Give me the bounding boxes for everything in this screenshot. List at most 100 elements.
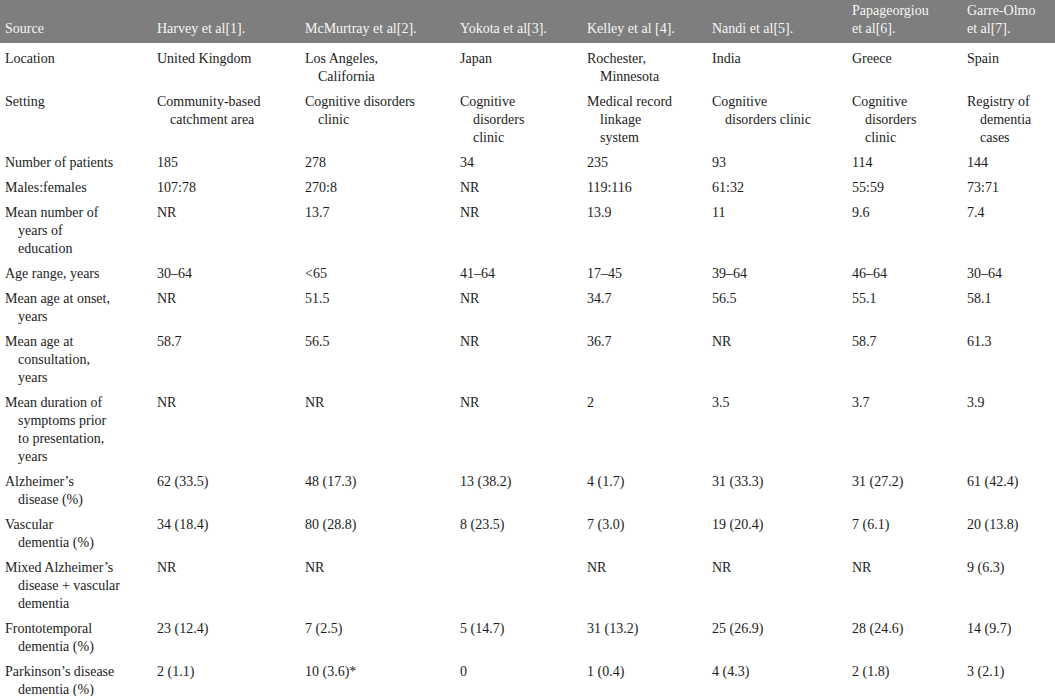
- table-cell: 2 (1.8): [847, 656, 962, 696]
- column-header-study: Papageorgiou et al[6].: [847, 0, 962, 43]
- table-cell: Cognitive disorders clinic: [300, 86, 455, 147]
- table-cell: NR: [152, 197, 300, 258]
- table-cell: NR: [455, 326, 582, 387]
- table-cell: 55.1: [847, 283, 962, 326]
- row-label: Age range, years: [0, 258, 152, 283]
- table-cell: 114: [847, 147, 962, 172]
- table-cell: Community-based catchment area: [152, 86, 300, 147]
- table-cell: 19 (20.4): [707, 509, 847, 552]
- table-cell: India: [707, 43, 847, 86]
- table-cell: 270:8: [300, 172, 455, 197]
- row-label: Mean age at onset, years: [0, 283, 152, 326]
- table-cell: 36.7: [582, 326, 707, 387]
- table-cell: 1 (0.4): [582, 656, 707, 696]
- table-cell: NR: [455, 283, 582, 326]
- table-cell: NR: [582, 552, 707, 613]
- table-cell: 56.5: [300, 326, 455, 387]
- table-cell: 31 (33.3): [707, 466, 847, 509]
- table-cell: 34: [455, 147, 582, 172]
- table-cell: 9.6: [847, 197, 962, 258]
- table-cell: 46–64: [847, 258, 962, 283]
- table-cell: NR: [707, 326, 847, 387]
- table-cell: 31 (27.2): [847, 466, 962, 509]
- column-header-source: Source: [0, 0, 152, 43]
- table-cell: NR: [300, 552, 455, 613]
- table-cell: 30–64: [152, 258, 300, 283]
- column-header-study: Harvey et al[1].: [152, 0, 300, 43]
- table-cell: NR: [152, 552, 300, 613]
- table-cell: 3.7: [847, 387, 962, 466]
- table-cell: 61 (42.4): [962, 466, 1055, 509]
- table-cell: NR: [152, 283, 300, 326]
- table-cell: 34 (18.4): [152, 509, 300, 552]
- table-cell: 23 (12.4): [152, 613, 300, 656]
- table-cell: Los Angeles, California: [300, 43, 455, 86]
- table-row: Mean duration of symptoms prior to prese…: [0, 387, 1055, 466]
- table-cell: 73:71: [962, 172, 1055, 197]
- row-label: Number of patients: [0, 147, 152, 172]
- table-cell: 11: [707, 197, 847, 258]
- table-cell: Cognitive disorders clinic: [455, 86, 582, 147]
- column-header-study: Garre-Olmo et al[7].: [962, 0, 1055, 43]
- table-cell: NR: [455, 387, 582, 466]
- row-label: Males:females: [0, 172, 152, 197]
- table-cell: 9 (6.3): [962, 552, 1055, 613]
- row-label: Vascular dementia (%): [0, 509, 152, 552]
- table-cell: 58.1: [962, 283, 1055, 326]
- table-cell: 8 (23.5): [455, 509, 582, 552]
- row-label: Mean age at consultation, years: [0, 326, 152, 387]
- table-cell: 58.7: [152, 326, 300, 387]
- table-cell: Greece: [847, 43, 962, 86]
- table-cell: 0: [455, 656, 582, 696]
- table-row: Males:females107:78270:8NR119:11661:3255…: [0, 172, 1055, 197]
- column-header-study: Kelley et al [4].: [582, 0, 707, 43]
- table-cell: NR: [455, 172, 582, 197]
- table-cell: <65: [300, 258, 455, 283]
- row-label: Mean number of years of education: [0, 197, 152, 258]
- table-cell: 39–64: [707, 258, 847, 283]
- table-cell: Registry of dementia cases: [962, 86, 1055, 147]
- study-comparison-table: SourceHarvey et al[1].McMurtray et al[2]…: [0, 0, 1055, 696]
- row-label: Frontotemporal dementia (%): [0, 613, 152, 656]
- table-cell: 7 (6.1): [847, 509, 962, 552]
- table-cell: 144: [962, 147, 1055, 172]
- table-cell: 31 (13.2): [582, 613, 707, 656]
- row-label: Alzheimer’s disease (%): [0, 466, 152, 509]
- table-row: Frontotemporal dementia (%)23 (12.4)7 (2…: [0, 613, 1055, 656]
- table-cell: 3 (2.1): [962, 656, 1055, 696]
- table-row: Mean age at onset, yearsNR51.5NR34.756.5…: [0, 283, 1055, 326]
- row-label: Location: [0, 43, 152, 86]
- table-cell: Rochester, Minnesota: [582, 43, 707, 86]
- table-cell: 41–64: [455, 258, 582, 283]
- table-row: Age range, years30–64<6541–6417–4539–644…: [0, 258, 1055, 283]
- row-label: Setting: [0, 86, 152, 147]
- table-cell: 119:116: [582, 172, 707, 197]
- table-row: Mean age at consultation, years58.756.5N…: [0, 326, 1055, 387]
- table-cell: 25 (26.9): [707, 613, 847, 656]
- table-cell: 93: [707, 147, 847, 172]
- table-cell: 28 (24.6): [847, 613, 962, 656]
- table-cell: 7.4: [962, 197, 1055, 258]
- table-row: Parkinson’s disease dementia (%)2 (1.1)1…: [0, 656, 1055, 696]
- table-cell: 278: [300, 147, 455, 172]
- table-row: Number of patients1852783423593114144: [0, 147, 1055, 172]
- table-cell: Spain: [962, 43, 1055, 86]
- table-cell: 3.5: [707, 387, 847, 466]
- table-cell: 51.5: [300, 283, 455, 326]
- table-cell: 5 (14.7): [455, 613, 582, 656]
- table-cell: 34.7: [582, 283, 707, 326]
- table-cell: 13.7: [300, 197, 455, 258]
- table-row: Alzheimer’s disease (%)62 (33.5)48 (17.3…: [0, 466, 1055, 509]
- table-cell: NR: [152, 387, 300, 466]
- table-row: SettingCommunity-based catchment areaCog…: [0, 86, 1055, 147]
- table-cell: NR: [707, 552, 847, 613]
- table-row: Vascular dementia (%)34 (18.4)80 (28.8)8…: [0, 509, 1055, 552]
- table-cell: 30–64: [962, 258, 1055, 283]
- table-cell: 20 (13.8): [962, 509, 1055, 552]
- table-cell: 3.9: [962, 387, 1055, 466]
- row-label: Mean duration of symptoms prior to prese…: [0, 387, 152, 466]
- table-cell: 58.7: [847, 326, 962, 387]
- table-cell: 2: [582, 387, 707, 466]
- table-cell: NR: [455, 197, 582, 258]
- table-cell: 185: [152, 147, 300, 172]
